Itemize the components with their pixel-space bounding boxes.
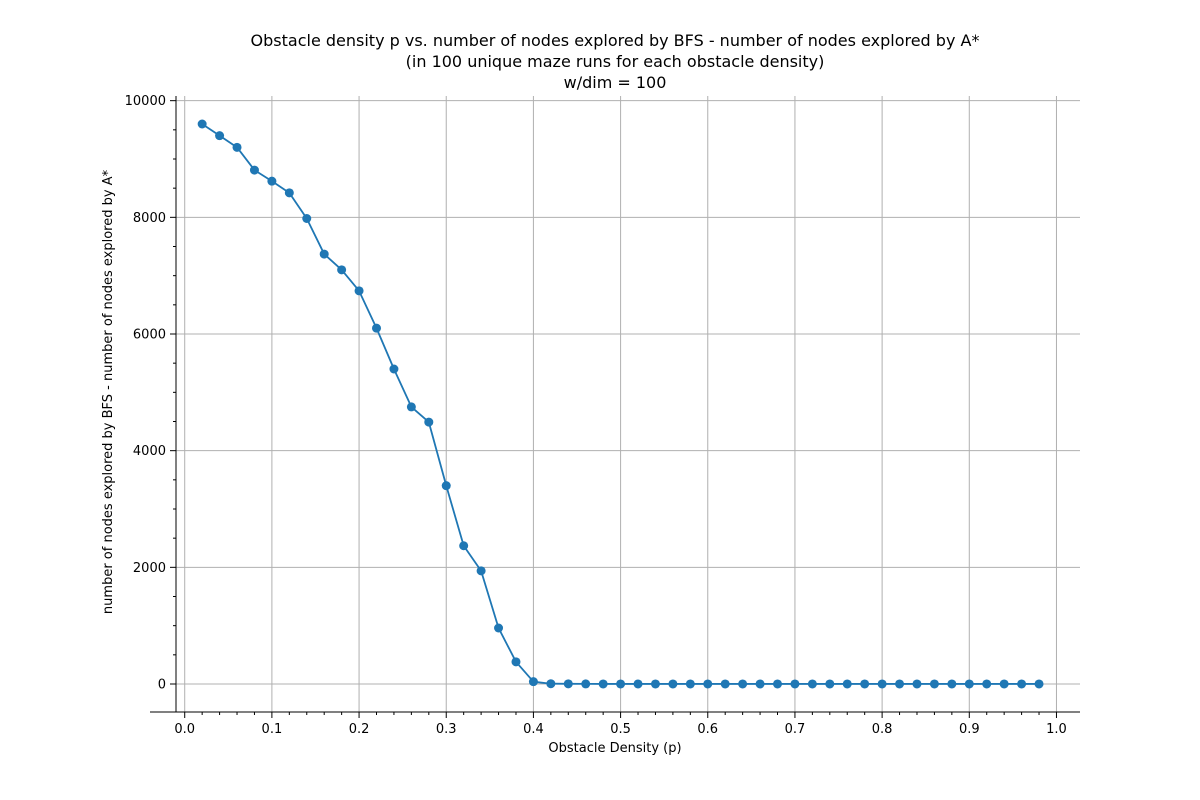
- data-point: [685, 679, 695, 689]
- data-point: [232, 142, 242, 152]
- data-point: [197, 119, 207, 129]
- x-tick-label: 0.8: [872, 722, 893, 737]
- data-point: [650, 679, 660, 689]
- data-point: [773, 679, 783, 689]
- data-point: [406, 402, 416, 412]
- y-tick-label: 2000: [133, 561, 166, 576]
- series-group: [197, 119, 1044, 689]
- data-point: [476, 566, 486, 576]
- data-point: [511, 657, 521, 667]
- data-point: [598, 679, 608, 689]
- data-point: [633, 679, 643, 689]
- data-point: [389, 364, 399, 374]
- data-point: [494, 623, 504, 633]
- data-point: [860, 679, 870, 689]
- data-point: [755, 679, 765, 689]
- data-point: [842, 679, 852, 689]
- y-tick-label: 4000: [133, 444, 166, 459]
- x-tick-label: 0.6: [697, 722, 718, 737]
- data-point: [929, 679, 939, 689]
- y-tick-label: 6000: [133, 328, 166, 343]
- data-point: [738, 679, 748, 689]
- data-point: [284, 188, 294, 198]
- grid: [176, 96, 1080, 712]
- data-point: [912, 679, 922, 689]
- data-point: [215, 131, 225, 141]
- data-point: [302, 214, 312, 223]
- data-point: [1034, 679, 1044, 689]
- data-point: [947, 679, 957, 689]
- chart-title: Obstacle density p vs. number of nodes e…: [251, 31, 980, 92]
- series-layer: [197, 119, 1044, 689]
- data-point: [528, 677, 538, 687]
- data-point: [424, 417, 434, 427]
- data-point: [319, 249, 329, 259]
- data-point: [895, 679, 905, 689]
- data-point: [563, 679, 573, 689]
- data-point: [964, 679, 974, 689]
- data-point: [999, 679, 1009, 689]
- data-point: [249, 165, 259, 175]
- data-point: [616, 679, 626, 689]
- data-point: [668, 679, 678, 689]
- data-point: [459, 541, 469, 551]
- x-axis-label: Obstacle Density (p): [548, 741, 681, 756]
- data-point: [877, 679, 887, 689]
- x-tick-label: 0.3: [436, 722, 457, 737]
- x-tick-label: 0.2: [349, 722, 370, 737]
- x-tick-label: 0.0: [174, 722, 195, 737]
- axes: [150, 96, 1080, 713]
- x-tick-label: 0.4: [523, 722, 544, 737]
- x-tick-label: 0.5: [610, 722, 631, 737]
- y-tick-label: 8000: [133, 211, 166, 226]
- title-line-1: Obstacle density p vs. number of nodes e…: [251, 31, 980, 50]
- x-tick-label: 0.9: [959, 722, 980, 737]
- data-point: [267, 176, 277, 186]
- x-tick-label: 0.1: [262, 722, 283, 737]
- data-point: [1017, 679, 1027, 689]
- ticks: 0.0 0.1 0.2 0.3 0.4 0.5 0.6 0.7 0.8 0.9 1.0 0 2000 40…: [125, 94, 1067, 737]
- data-point: [546, 679, 556, 689]
- data-point: [354, 286, 364, 296]
- data-point: [337, 265, 347, 275]
- data-point: [441, 481, 451, 491]
- x-tick-label: 1.0: [1046, 722, 1067, 737]
- data-point: [372, 323, 382, 333]
- title-line-3: w/dim = 100: [564, 73, 667, 92]
- title-line-2: (in 100 unique maze runs for each obstac…: [406, 52, 825, 71]
- data-point: [982, 679, 992, 689]
- y-tick-label: 10000: [125, 94, 166, 109]
- y-axis-label: number of nodes explored by BFS - number…: [101, 169, 116, 614]
- data-point: [790, 679, 800, 689]
- data-point: [720, 679, 730, 689]
- x-tick-label: 0.7: [785, 722, 806, 737]
- data-point: [807, 679, 817, 689]
- data-point: [703, 679, 713, 689]
- data-point: [581, 679, 591, 689]
- y-tick-label: 0: [158, 678, 166, 693]
- data-point: [825, 679, 835, 689]
